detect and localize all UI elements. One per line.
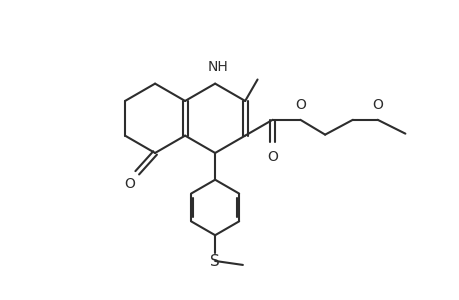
Text: NH: NH bbox=[207, 60, 228, 74]
Text: O: O bbox=[294, 98, 305, 112]
Text: S: S bbox=[210, 254, 219, 269]
Text: O: O bbox=[371, 98, 382, 112]
Text: O: O bbox=[267, 149, 277, 164]
Text: O: O bbox=[123, 177, 134, 191]
